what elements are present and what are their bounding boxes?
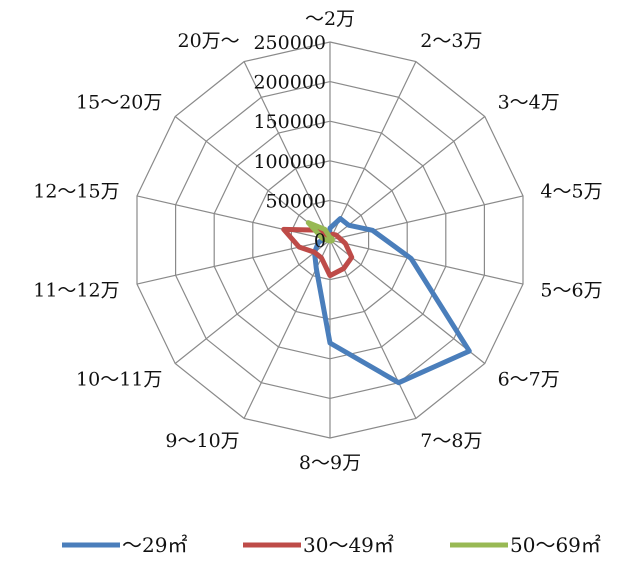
spoke <box>136 195 331 241</box>
category-label: 7～8万 <box>420 430 482 452</box>
tick-label: 250000 <box>253 32 326 54</box>
tick-label: 200000 <box>253 72 326 94</box>
legend: ～29㎡ 30～49㎡ 50～69㎡ <box>62 533 601 557</box>
radar-tick-labels: 0 50000 100000 150000 200000 250000 <box>253 32 326 252</box>
tick-label: 0 <box>314 230 326 252</box>
category-label: 4～5万 <box>540 181 602 203</box>
spoke <box>174 116 331 241</box>
category-label: 3～4万 <box>498 92 560 114</box>
legend-label: ～29㎡ <box>122 533 187 557</box>
spoke <box>329 195 524 241</box>
spoke <box>329 116 486 241</box>
category-label: 2～3万 <box>420 30 482 52</box>
category-label: 20万～ <box>178 30 240 52</box>
spoke <box>243 61 331 241</box>
spoke <box>174 239 331 364</box>
category-label: 11～12万 <box>33 279 119 301</box>
tick-label: 50000 <box>266 190 326 212</box>
category-label: 8～9万 <box>299 452 361 474</box>
series-line-3 <box>305 220 335 244</box>
spoke <box>329 239 524 285</box>
spoke <box>329 61 417 241</box>
category-label: 9～10万 <box>165 430 239 452</box>
tick-label: 150000 <box>253 111 326 133</box>
category-label: 15～20万 <box>76 92 162 114</box>
radar-series <box>281 216 472 386</box>
category-label: 6～7万 <box>498 368 560 390</box>
category-label: 5～6万 <box>540 279 602 301</box>
category-label: 10～11万 <box>76 368 162 390</box>
series-line-2 <box>281 226 355 279</box>
tick-label: 100000 <box>253 151 326 173</box>
legend-label: 30～49㎡ <box>303 533 394 557</box>
spoke <box>329 239 486 364</box>
category-label: ～2万 <box>305 8 355 30</box>
radar-category-labels: ～2万 2～3万 3～4万 4～5万 5～6万 6～7万 7～8万 8～9万 9～10万 10～1… <box>33 8 602 474</box>
legend-label: 50～69㎡ <box>510 533 601 557</box>
category-label: 12～15万 <box>33 181 119 203</box>
